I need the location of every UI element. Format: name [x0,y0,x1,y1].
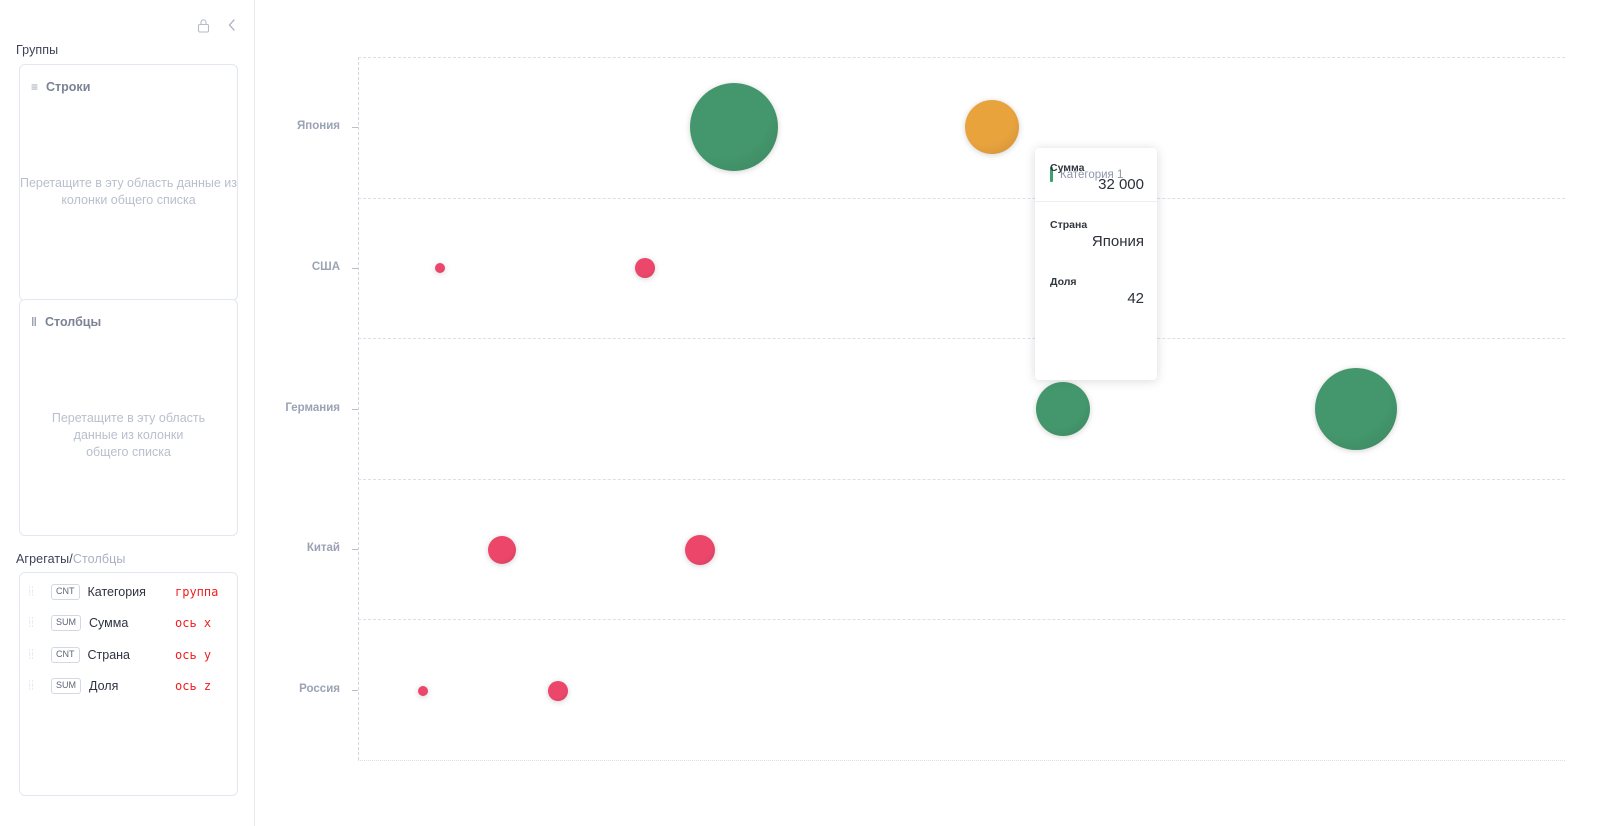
tooltip-field-label: Страна [1050,219,1088,231]
aggregate-field-name: Сумма [89,616,129,630]
grid-line-bottom [358,760,1565,761]
drop-zone-rows-header: ≡ Строки [31,80,90,94]
grid-line-3 [358,478,1565,480]
bubble-point[interactable] [965,100,1019,154]
left-config-sidebar: Группы ≡ Строки Перетащите в эту область… [0,0,255,826]
bubble-point[interactable] [690,83,778,171]
y-axis-tick-label: США [311,260,340,273]
grid-line-top [358,57,1565,58]
tooltip-field-value: Япония [1091,233,1144,250]
y-axis-line [358,57,359,760]
drop-zone-rows[interactable]: ≡ Строки Перетащите в эту область данные… [19,64,238,301]
aggregate-row-2[interactable]: ∷ ∷ SUM Сумма ось x [20,608,237,639]
aggregate-row-1[interactable]: ∷ ∷ CNT Категория группа [20,576,237,607]
drag-handle-icon[interactable]: ∷ ∷ [29,680,35,692]
drop-zone-columns[interactable]: ‖ Столбцы Перетащите в эту область данны… [19,299,238,536]
bubble-point[interactable] [1036,382,1090,436]
y-axis-tick-mark [352,127,358,129]
columns-glyph-icon: ‖ [31,315,37,329]
aggregate-role-label: ось x [175,616,212,630]
drop-zone-columns-title: Столбцы [44,315,102,329]
aggregates-title-muted: Столбцы [72,552,126,566]
bubble-point[interactable] [435,263,445,273]
aggregate-role-label: ось z [175,679,212,693]
drop-zone-rows-title: Строки [46,80,91,94]
chevron-left-icon[interactable] [223,14,240,36]
drag-handle-icon[interactable]: ∷ ∷ [29,648,35,661]
tooltip-field: Доля 42 [1035,276,1157,321]
aggregates-section-title: Агрегаты/Столбцы [16,552,125,566]
lock-icon[interactable] [195,14,212,36]
drop-zone-columns-hint: Перетащите в эту область данные из колон… [51,411,206,459]
grid-line-4 [358,619,1565,621]
aggregate-row-3[interactable]: ∷ ∷ CNT Страна ось y [20,639,237,670]
aggregate-function-tag[interactable]: SUM [51,615,81,631]
y-axis-tick-label: Япония [297,120,340,133]
y-axis-tick-label: Китай [306,542,340,555]
tooltip-field-value: 32 000 [1098,176,1144,193]
chart-tooltip: Категория 1 Сумма 32 000 Страна Япония Доля 4… [1035,148,1157,380]
grid-line-2 [358,338,1565,340]
tooltip-title: Категория 1 [1060,168,1124,181]
groups-section-title: Группы [16,43,58,57]
y-axis-tick-mark [352,689,358,691]
y-axis-tick-mark [352,408,358,410]
aggregate-role-label: группа [175,584,219,599]
bubble-point[interactable] [488,536,516,564]
aggregate-row-4[interactable]: ∷ ∷ SUM Доля ось z [20,671,237,702]
aggregate-field-name: Категория [87,584,146,599]
y-axis-tick-mark [352,267,358,269]
bubble-point[interactable] [1315,368,1397,450]
bubble-point[interactable] [548,681,568,701]
bubble-chart: ЯпонияСШАГерманияКитайРоссия020 тыс40 ты… [255,0,1598,826]
tooltip-field-label: Сумма [1050,162,1085,174]
aggregate-field-name: Страна [87,647,131,662]
y-axis-tick-label: Россия [299,682,340,695]
sidebar-toolbar [195,14,240,36]
aggregate-function-tag[interactable]: CNT [51,583,80,600]
aggregate-field-name: Доля [89,679,119,693]
y-axis-tick-mark [352,549,358,551]
bubble-point[interactable] [685,535,715,565]
y-axis-tick-label: Германия [285,401,340,414]
grid-line-1 [358,197,1565,199]
aggregates-title-text: Агрегаты/ [16,552,73,566]
tooltip-field-label: Доля [1050,276,1077,288]
aggregate-function-tag[interactable]: CNT [51,646,80,663]
aggregate-role-label: ось y [175,647,212,662]
aggregate-function-tag[interactable]: SUM [51,678,81,694]
tooltip-field: Страна Япония [1035,219,1157,264]
tooltip-field-value: 42 [1127,290,1144,307]
plot-area: ЯпонияСШАГерманияКитайРоссия020 тыс40 ты… [285,57,1585,826]
drag-handle-icon[interactable]: ∷ ∷ [29,617,35,629]
tooltip-accent-bar [1050,167,1053,182]
bubble-point[interactable] [635,258,655,278]
tooltip-field: Сумма 32 000 [1035,162,1157,207]
bubble-point[interactable] [418,686,428,696]
drag-handle-icon[interactable]: ∷ ∷ [29,585,35,598]
groups-title-text: Группы [16,43,59,57]
drop-zone-rows-hint: Перетащите в эту область данные из колон… [20,176,237,207]
aggregates-list: ∷ ∷ CNT Категория группа ∷ ∷ SUM Сумма ось x ∷ ∷ CNT… [19,572,238,796]
drop-zone-columns-header: ‖ Столбцы [31,315,101,329]
rows-glyph-icon: ≡ [31,80,39,94]
tooltip-header: Категория 1 [1035,148,1157,202]
